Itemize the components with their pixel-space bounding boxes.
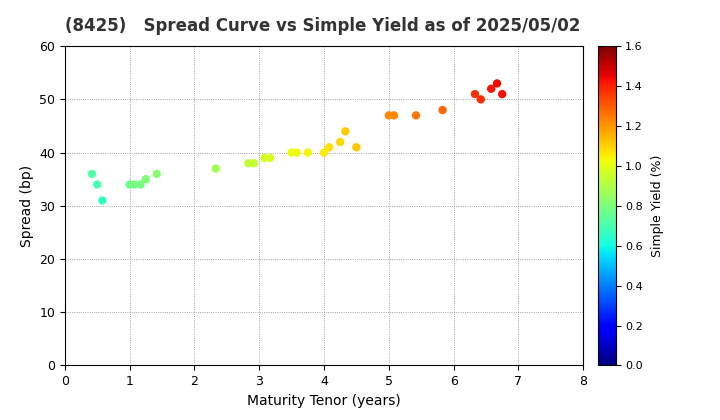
Point	[96, 197, 108, 204]
Point	[135, 181, 146, 188]
Point	[388, 112, 400, 119]
Point	[475, 96, 487, 103]
Point	[340, 128, 351, 135]
Point	[437, 107, 449, 113]
Point	[151, 171, 163, 177]
Point	[491, 80, 503, 87]
X-axis label: Maturity Tenor (years): Maturity Tenor (years)	[247, 394, 401, 408]
Point	[243, 160, 254, 167]
Point	[124, 181, 135, 188]
Text: (8425)   Spread Curve vs Simple Yield as of 2025/05/02: (8425) Spread Curve vs Simple Yield as o…	[65, 17, 580, 35]
Point	[286, 149, 297, 156]
Point	[410, 112, 422, 119]
Point	[291, 149, 302, 156]
Point	[318, 149, 330, 156]
Point	[248, 160, 260, 167]
Point	[351, 144, 362, 151]
Point	[334, 139, 346, 145]
Point	[302, 149, 314, 156]
Point	[497, 91, 508, 97]
Point	[140, 176, 152, 183]
Point	[485, 85, 497, 92]
Point	[129, 181, 140, 188]
Point	[264, 155, 276, 161]
Point	[383, 112, 395, 119]
Y-axis label: Simple Yield (%): Simple Yield (%)	[652, 155, 665, 257]
Point	[323, 144, 335, 151]
Point	[91, 181, 103, 188]
Point	[469, 91, 481, 97]
Point	[86, 171, 98, 177]
Point	[258, 155, 270, 161]
Point	[210, 165, 222, 172]
Y-axis label: Spread (bp): Spread (bp)	[19, 165, 34, 247]
